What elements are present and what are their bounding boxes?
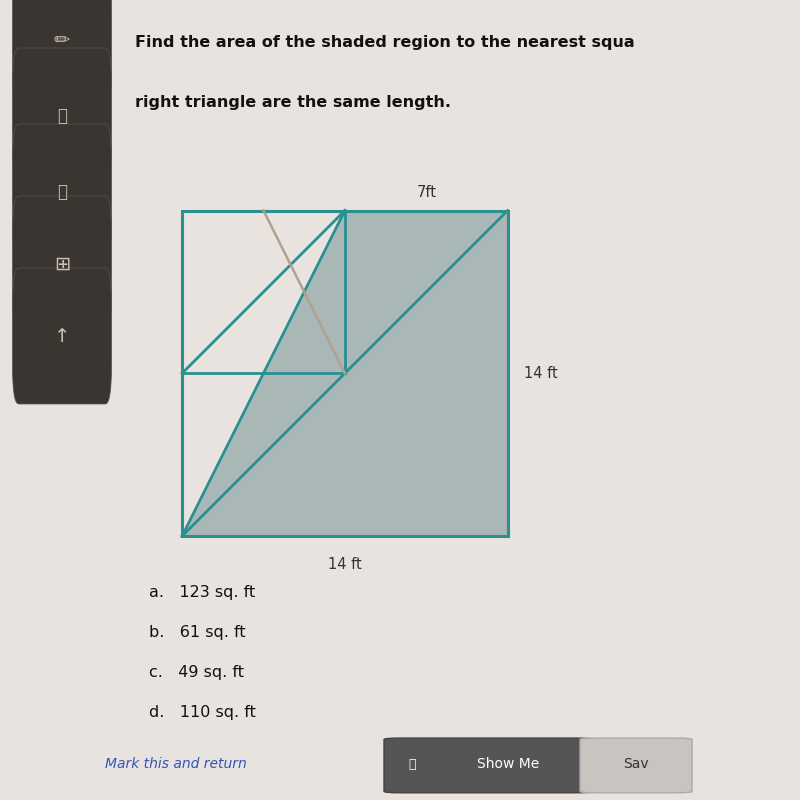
Text: a.   123 sq. ft: a. 123 sq. ft <box>149 585 255 599</box>
Text: Sav: Sav <box>623 757 649 771</box>
Text: Mark this and return: Mark this and return <box>105 757 247 771</box>
FancyBboxPatch shape <box>12 0 111 108</box>
FancyBboxPatch shape <box>580 738 692 793</box>
Text: 14 ft: 14 ft <box>328 557 362 572</box>
Text: 🔒: 🔒 <box>57 107 67 125</box>
Polygon shape <box>182 210 508 536</box>
FancyBboxPatch shape <box>12 268 111 404</box>
Text: 7ft: 7ft <box>416 185 436 200</box>
Text: b.   61 sq. ft: b. 61 sq. ft <box>149 625 246 639</box>
Text: right triangle are the same length.: right triangle are the same length. <box>134 95 450 110</box>
Text: 14 ft: 14 ft <box>524 366 558 381</box>
Text: Find the area of the shaded region to the nearest squa: Find the area of the shaded region to th… <box>134 35 634 50</box>
FancyBboxPatch shape <box>12 48 111 184</box>
FancyBboxPatch shape <box>384 738 592 793</box>
Text: ↑: ↑ <box>54 326 70 346</box>
FancyBboxPatch shape <box>12 196 111 332</box>
Text: d.   110 sq. ft: d. 110 sq. ft <box>149 705 256 719</box>
Text: 🎧: 🎧 <box>57 183 67 201</box>
Text: ⊞: ⊞ <box>54 254 70 274</box>
Text: ✏: ✏ <box>54 30 70 50</box>
Text: 📷: 📷 <box>408 758 416 770</box>
FancyBboxPatch shape <box>12 124 111 260</box>
Text: Show Me: Show Me <box>477 757 539 771</box>
Text: c.   49 sq. ft: c. 49 sq. ft <box>149 665 244 679</box>
